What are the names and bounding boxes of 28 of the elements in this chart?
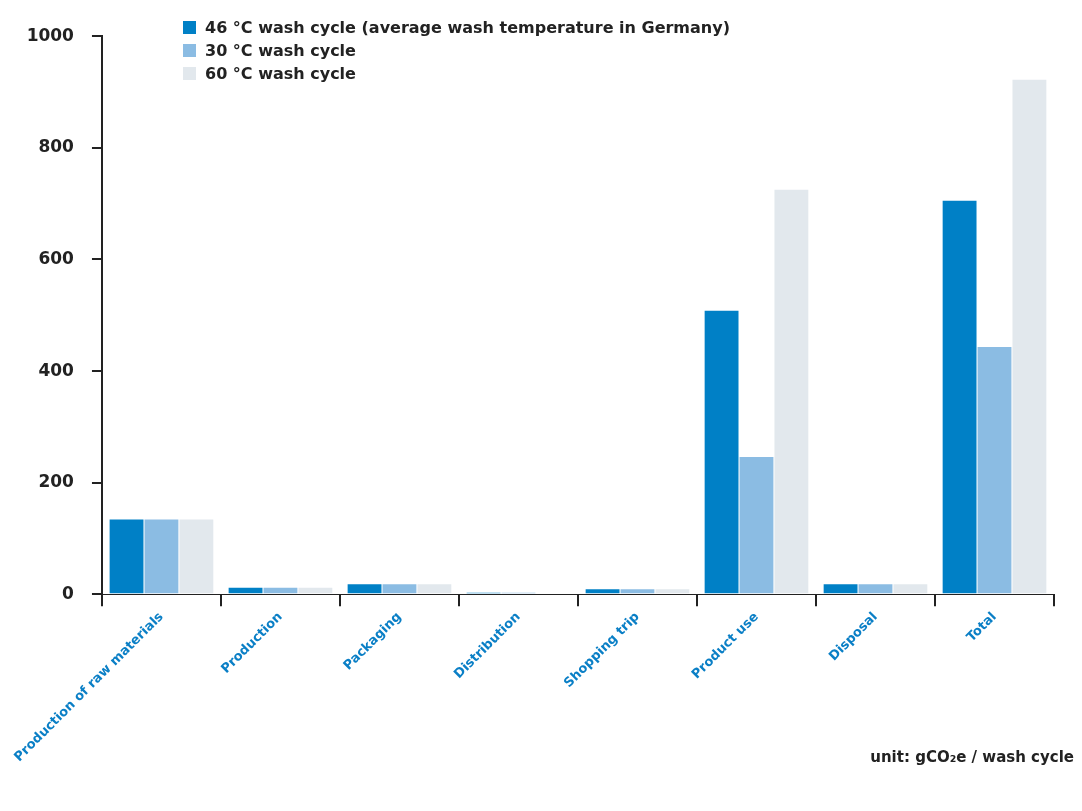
bar	[417, 584, 452, 594]
bar	[620, 589, 655, 594]
bar	[109, 519, 144, 594]
bar	[655, 589, 690, 594]
bar	[942, 200, 977, 594]
bar	[179, 519, 214, 594]
bar	[347, 584, 382, 594]
legend-label: 60 °C wash cycle	[205, 64, 356, 83]
y-tick-label: 600	[38, 247, 75, 268]
bar	[704, 310, 739, 594]
y-tick-label: 800	[38, 136, 75, 157]
legend-label: 30 °C wash cycle	[205, 41, 356, 60]
bar	[382, 584, 417, 594]
y-tick-label: 200	[38, 471, 75, 492]
text: unit: gCO₂e / wash cycle	[870, 748, 1074, 766]
y-tick-label: 1000	[26, 24, 75, 45]
bar	[823, 584, 858, 594]
bar	[858, 584, 893, 594]
bar	[144, 519, 179, 594]
legend-label: 46 °C wash cycle (average wash temperature in Germany)	[205, 18, 730, 37]
bar	[585, 589, 620, 594]
bar	[774, 189, 809, 594]
bar	[739, 457, 774, 594]
bar	[977, 347, 1012, 594]
bar	[1012, 79, 1047, 594]
y-tick-label: 400	[38, 359, 75, 380]
y-tick-label: 0	[62, 582, 75, 603]
bar	[893, 584, 928, 594]
